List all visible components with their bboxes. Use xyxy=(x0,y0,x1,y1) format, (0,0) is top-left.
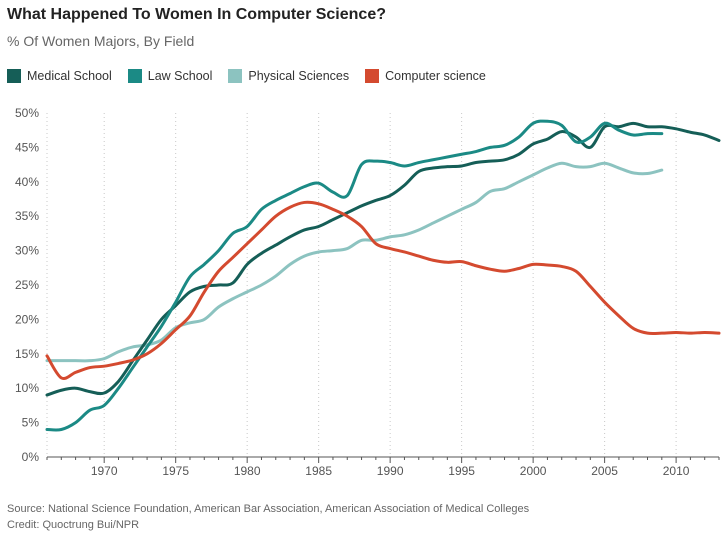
legend-swatch-computer-science xyxy=(365,69,380,83)
x-tick-label: 1995 xyxy=(448,464,475,478)
legend-item-medical-school: Medical School xyxy=(7,69,112,83)
x-tick-label: 1980 xyxy=(234,464,261,478)
y-tick-label: 0% xyxy=(22,450,40,464)
credit-note: Credit: Quoctrung Bui/NPR xyxy=(7,519,140,531)
y-tick-label: 10% xyxy=(15,381,39,395)
line-chart: 0% 5% 10% 15% 20% 25% 30% 35% 40% 45% 50% 1970 1975 1… xyxy=(15,106,721,478)
x-tick-label: 1970 xyxy=(91,464,118,478)
legend-item-law-school: Law School xyxy=(127,69,213,83)
source-note: Source: National Science Foundation, Ame… xyxy=(7,503,530,515)
y-tick-label: 35% xyxy=(15,209,39,223)
x-tick-label: 1985 xyxy=(305,464,332,478)
legend-item-physical-sciences: Physical Sciences xyxy=(228,69,349,83)
series-line-law-school xyxy=(45,119,664,432)
legend: Medical School Law School Physical Scien… xyxy=(7,69,502,83)
legend-swatch-medical-school xyxy=(7,69,21,83)
legend-label-medical-school: Medical School xyxy=(27,69,112,83)
x-tick-label: 1975 xyxy=(162,464,189,478)
y-tick-label: 45% xyxy=(15,140,39,154)
x-tick-label: 2000 xyxy=(520,464,547,478)
x-tick-label: 2005 xyxy=(591,464,618,478)
legend-swatch-physical-sciences xyxy=(228,69,243,83)
legend-swatch-law-school xyxy=(127,69,142,83)
legend-label-computer-science: Computer science xyxy=(385,69,486,83)
series-line-physical-sciences xyxy=(45,161,664,363)
y-tick-label: 5% xyxy=(22,416,40,430)
legend-label-physical-sciences: Physical Sciences xyxy=(248,69,350,83)
y-tick-label: 20% xyxy=(15,312,39,326)
x-tick-label: 1990 xyxy=(377,464,404,478)
x-tick-label: 2010 xyxy=(663,464,690,478)
y-tick-label: 50% xyxy=(15,106,39,120)
series-line-computer-science xyxy=(45,200,721,381)
y-tick-label: 15% xyxy=(15,347,39,361)
series-line-medical-school xyxy=(45,121,721,397)
y-tick-label: 25% xyxy=(15,278,39,292)
legend-label-law-school: Law School xyxy=(147,69,213,83)
legend-item-computer-science: Computer science xyxy=(365,69,486,83)
chart-title: What Happened To Women In Computer Scien… xyxy=(7,6,386,23)
y-tick-label: 40% xyxy=(15,175,39,189)
y-tick-label: 30% xyxy=(15,244,39,258)
chart-subtitle: % Of Women Majors, By Field xyxy=(7,33,195,49)
